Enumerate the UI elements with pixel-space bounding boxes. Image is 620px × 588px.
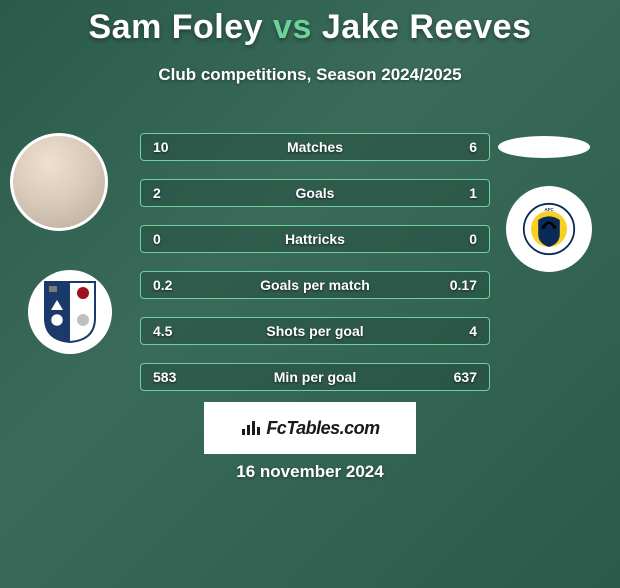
stat-row-hattricks: 0 Hattricks 0 [140, 225, 490, 253]
stat-right-value: 637 [454, 369, 477, 385]
subtitle: Club competitions, Season 2024/2025 [0, 65, 620, 85]
stat-label: Goals per match [260, 277, 370, 293]
stat-row-min-per-goal: 583 Min per goal 637 [140, 363, 490, 391]
stat-label: Shots per goal [266, 323, 363, 339]
stat-right-value: 1 [469, 185, 477, 201]
stat-row-goals-per-match: 0.2 Goals per match 0.17 [140, 271, 490, 299]
stat-row-goals: 2 Goals 1 [140, 179, 490, 207]
stat-left-value: 0 [153, 231, 161, 247]
stat-label: Matches [287, 139, 343, 155]
stat-label: Hattricks [285, 231, 345, 247]
svg-text:AFC: AFC [544, 207, 554, 212]
stat-label: Min per goal [274, 369, 356, 385]
player2-avatar [498, 136, 590, 158]
stat-row-matches: 10 Matches 6 [140, 133, 490, 161]
player2-name: Jake Reeves [322, 8, 532, 46]
footer-date: 16 november 2024 [0, 462, 620, 482]
stat-right-value: 4 [469, 323, 477, 339]
player1-club-crest [28, 270, 112, 354]
wimbledon-crest-icon: AFC [522, 197, 576, 261]
stat-right-value: 0 [469, 231, 477, 247]
stat-label: Goals [296, 185, 335, 201]
stat-left-value: 583 [153, 369, 176, 385]
stat-row-shots-per-goal: 4.5 Shots per goal 4 [140, 317, 490, 345]
vs-text: vs [273, 8, 312, 46]
player1-avatar [10, 133, 108, 231]
brand-chart-icon [240, 419, 262, 437]
stat-right-value: 0.17 [450, 277, 477, 293]
brand-text: FcTables.com [266, 418, 379, 439]
stat-left-value: 2 [153, 185, 161, 201]
brand-bar[interactable]: FcTables.com [204, 402, 416, 454]
stat-left-value: 4.5 [153, 323, 172, 339]
stat-right-value: 6 [469, 139, 477, 155]
player1-name: Sam Foley [89, 8, 264, 46]
player2-club-crest: AFC [506, 186, 592, 272]
stat-left-value: 0.2 [153, 277, 172, 293]
stats-comparison: 10 Matches 6 2 Goals 1 0 Hattricks 0 0.2… [140, 133, 490, 409]
barrow-crest-icon [43, 280, 97, 344]
page-title: Sam Foley vs Jake Reeves [0, 8, 620, 47]
stat-left-value: 10 [153, 139, 169, 155]
